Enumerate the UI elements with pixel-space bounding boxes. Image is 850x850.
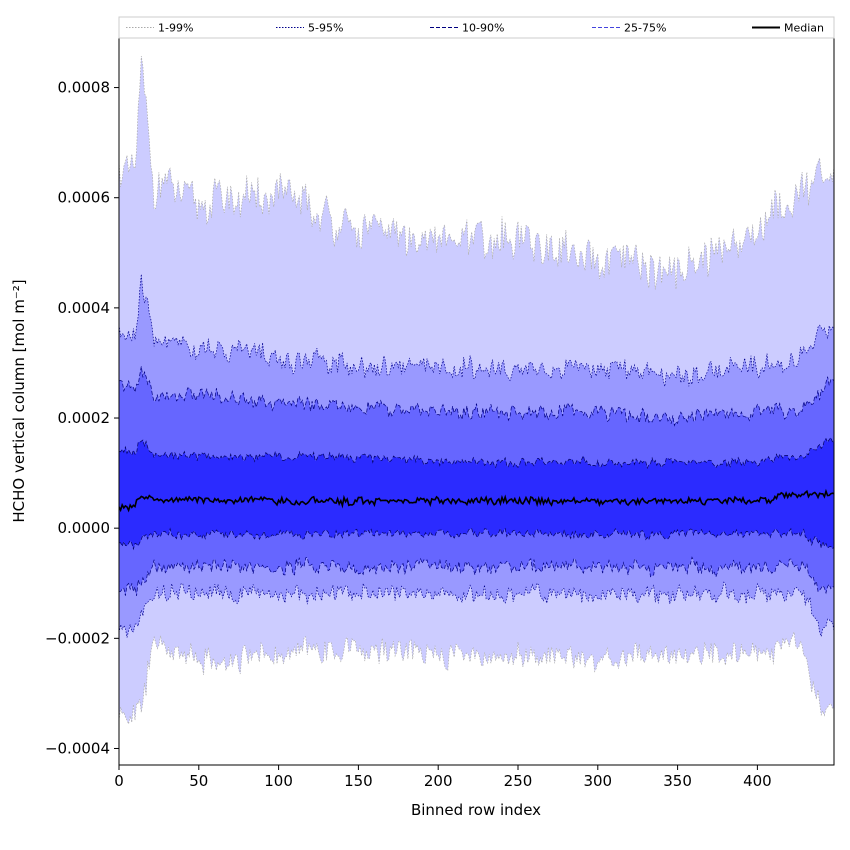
y-tick-label: −0.0002 [45, 629, 110, 647]
x-tick-label: 250 [504, 772, 533, 790]
x-tick-label: 0 [114, 772, 124, 790]
median-line [119, 488, 834, 513]
x-tick-label: 100 [264, 772, 293, 790]
y-tick-label: 0.0000 [58, 519, 111, 537]
x-tick-label: 200 [424, 772, 453, 790]
band-25-75%-lower-line [119, 527, 834, 551]
y-tick-label: −0.0004 [45, 739, 110, 757]
band-5-95%-lower-line [119, 581, 834, 638]
legend-label: 10-90% [462, 22, 504, 35]
y-tick-label: 0.0002 [58, 409, 111, 427]
x-tick-label: 400 [743, 772, 772, 790]
legend: 1-99% 5-95% 10-90% 25-75% Median [118, 16, 835, 39]
band-10-90%-lower-line [119, 556, 834, 596]
x-axis-label: Binned row index [411, 801, 541, 819]
band-10-90%-upper-line [119, 366, 834, 427]
legend-label: 25-75% [624, 22, 666, 35]
x-axis: 0 50 100 150 200 250 300 350 400 [114, 765, 772, 790]
legend-box [118, 16, 835, 39]
x-tick-label: 300 [583, 772, 612, 790]
x-tick-label: 50 [189, 772, 208, 790]
band-1-99%-upper-line [119, 56, 834, 290]
legend-label: 1-99% [158, 22, 193, 35]
legend-label: 5-95% [308, 22, 343, 35]
y-tick-label: 0.0006 [58, 189, 111, 207]
y-axis: −0.0004 −0.0002 0.0000 0.0002 0.0004 0.0006 0.… [45, 79, 119, 757]
x-tick-label: 150 [344, 772, 373, 790]
band-25-75%-upper-line [119, 436, 834, 470]
band-1-99%-lower-line [119, 631, 834, 726]
y-tick-label: 0.0004 [58, 299, 111, 317]
band-5-95%-upper-line [119, 274, 834, 387]
plot-area [119, 56, 834, 726]
y-axis-label: HCHO vertical column [mol m⁻²] [10, 279, 28, 522]
legend-label: Median [784, 22, 824, 35]
x-tick-label: 350 [663, 772, 692, 790]
y-tick-label: 0.0008 [58, 79, 111, 97]
band-25-75%-fill [119, 437, 834, 549]
